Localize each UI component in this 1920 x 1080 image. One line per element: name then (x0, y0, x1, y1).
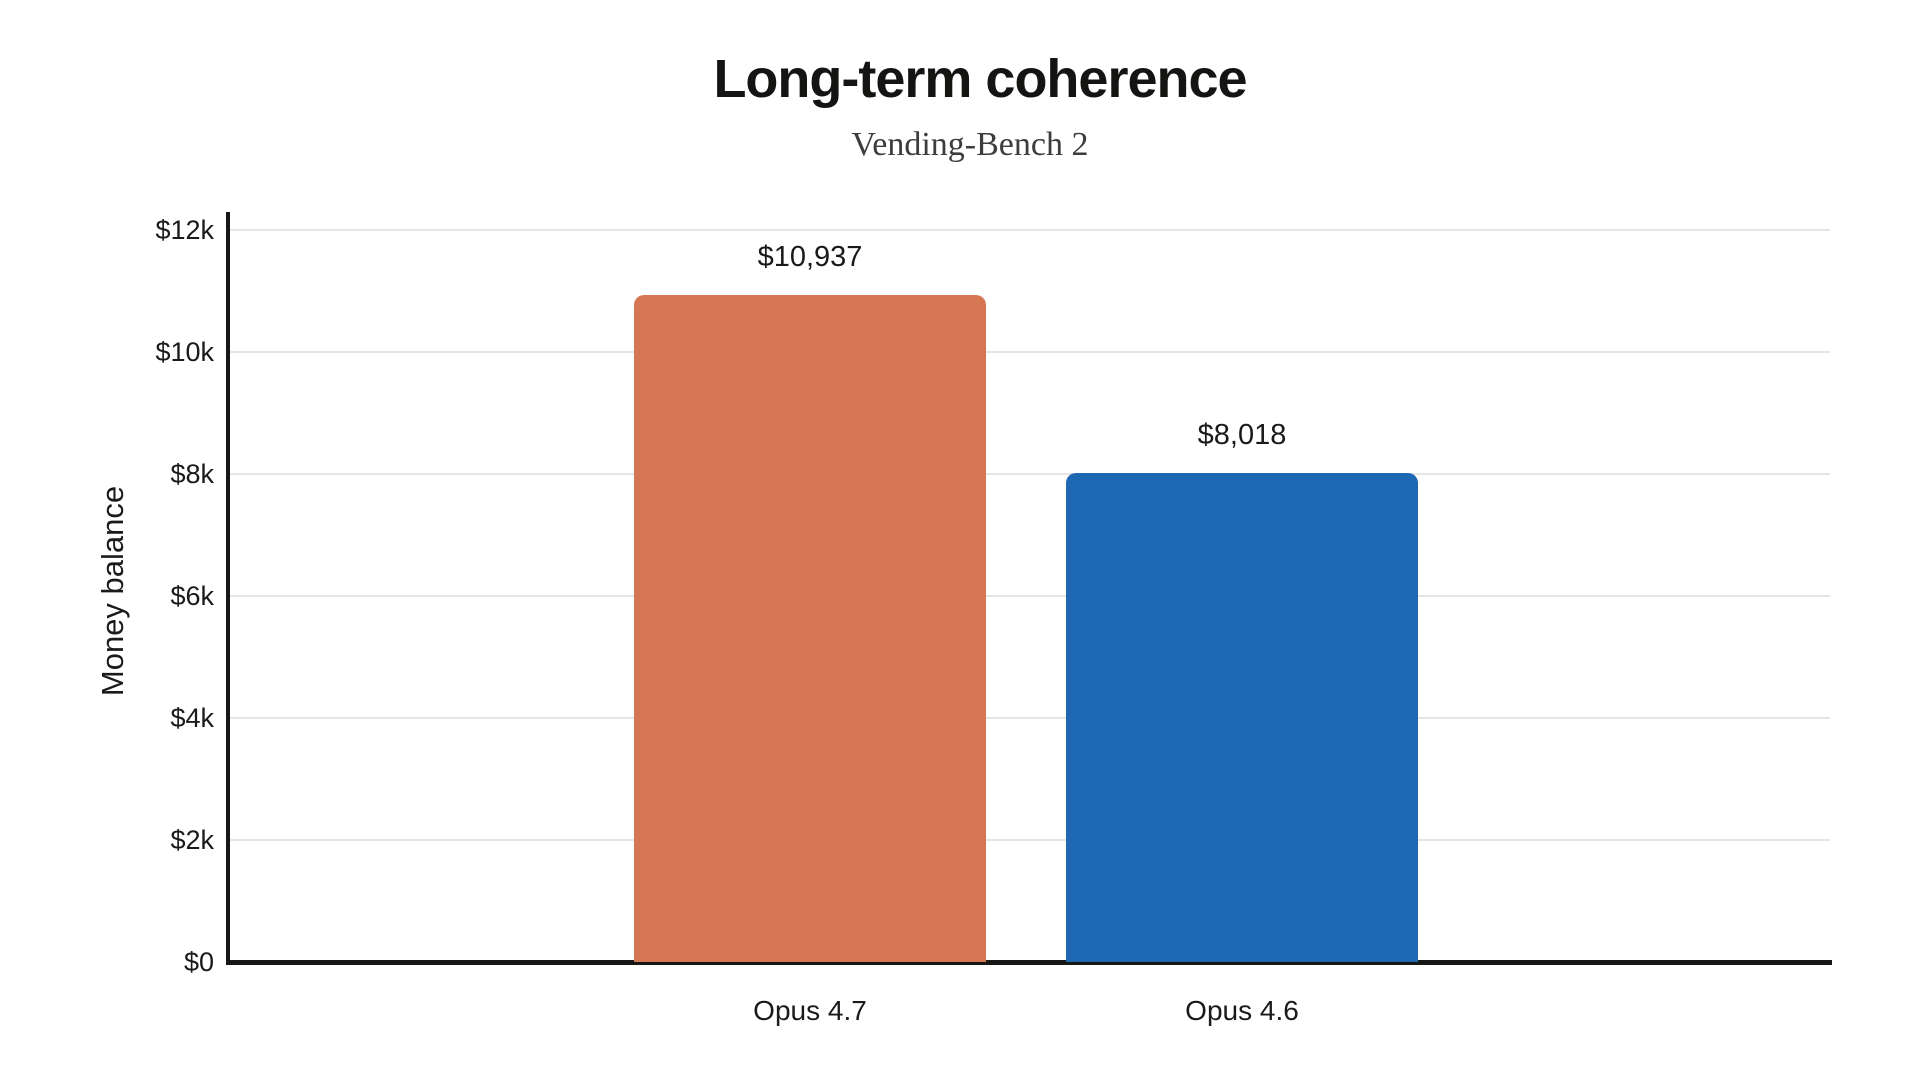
bar-value-label-opus-4-6: $8,018 (1197, 418, 1287, 451)
y-axis-title: Money balance (95, 485, 130, 697)
bar-opus-4-7 (634, 294, 986, 962)
y-tick-label: $4k (170, 703, 214, 733)
y-tick-label: $0 (183, 947, 214, 977)
x-tick-label-opus-4-6: Opus 4.6 (1185, 995, 1299, 1026)
chart-subtitle: Vending-Bench 2 (851, 126, 1089, 163)
y-tick-label: $2k (170, 825, 214, 855)
y-axis-line (226, 212, 230, 964)
x-axis-line (226, 960, 1832, 965)
bar-opus-4-6 (1066, 472, 1418, 962)
y-tick-label: $12k (155, 215, 214, 245)
y-tick-label: $6k (170, 581, 214, 611)
gridline (230, 839, 1830, 841)
y-tick-label: $8k (170, 459, 214, 489)
gridline (230, 717, 1830, 719)
gridline (230, 229, 1830, 231)
bar-value-label-opus-4-7: $10,937 (757, 240, 863, 273)
gridline (230, 473, 1830, 475)
x-tick-label-opus-4-7: Opus 4.7 (753, 995, 867, 1026)
gridline (230, 351, 1830, 353)
gridline (230, 595, 1830, 597)
chart-title: Long-term coherence (713, 49, 1247, 109)
y-tick-label: $10k (155, 337, 214, 367)
